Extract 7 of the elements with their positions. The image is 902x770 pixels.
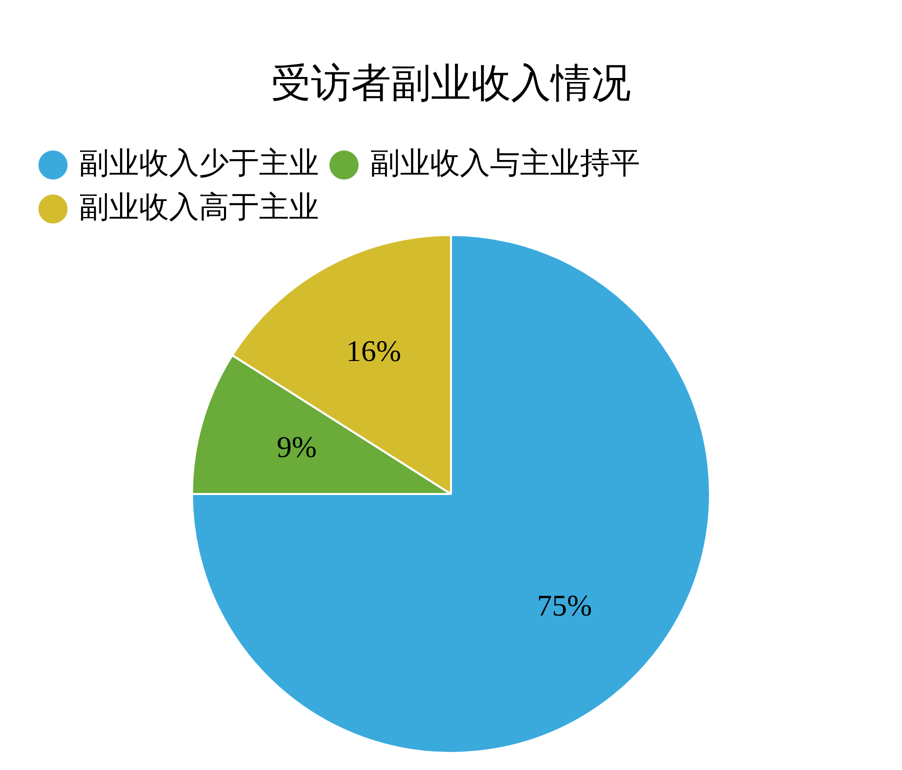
data-label: 75% xyxy=(537,589,592,622)
legend-label: 副业收入与主业持平 xyxy=(370,146,640,181)
data-label: 9% xyxy=(276,431,317,464)
chart-title: 受访者副业收入情况 xyxy=(271,60,631,106)
data-label: 16% xyxy=(346,335,402,368)
legend-label: 副业收入高于主业 xyxy=(79,190,319,225)
legend-label: 副业收入少于主业 xyxy=(79,146,319,181)
